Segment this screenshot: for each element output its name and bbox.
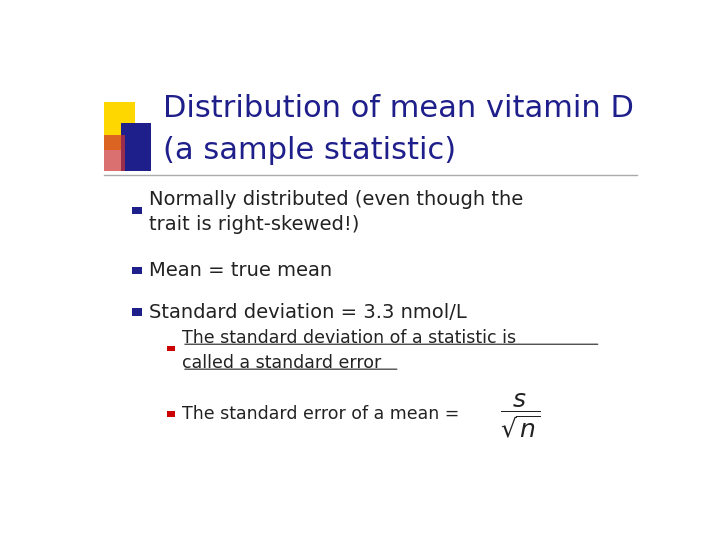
Text: Distribution of mean vitamin D: Distribution of mean vitamin D (163, 94, 634, 123)
FancyBboxPatch shape (167, 411, 174, 417)
Text: Mean = true mean: Mean = true mean (148, 261, 332, 280)
Text: The standard deviation of a statistic is: The standard deviation of a statistic is (182, 329, 516, 347)
Text: $\dfrac{s}{\sqrt{n}}$: $\dfrac{s}{\sqrt{n}}$ (500, 392, 540, 441)
Text: called a standard error: called a standard error (182, 354, 382, 373)
FancyBboxPatch shape (167, 346, 174, 351)
FancyBboxPatch shape (104, 102, 135, 150)
FancyBboxPatch shape (121, 123, 151, 171)
Text: The standard error of a mean =: The standard error of a mean = (182, 405, 459, 423)
Text: (a sample statistic): (a sample statistic) (163, 136, 456, 165)
FancyBboxPatch shape (104, 136, 125, 171)
Text: Normally distributed (even though the: Normally distributed (even though the (148, 190, 523, 208)
FancyBboxPatch shape (132, 207, 143, 214)
Text: trait is right-skewed!): trait is right-skewed!) (148, 214, 359, 234)
Text: Standard deviation = 3.3 nmol/L: Standard deviation = 3.3 nmol/L (148, 303, 467, 322)
FancyBboxPatch shape (132, 308, 143, 316)
FancyBboxPatch shape (132, 267, 143, 274)
